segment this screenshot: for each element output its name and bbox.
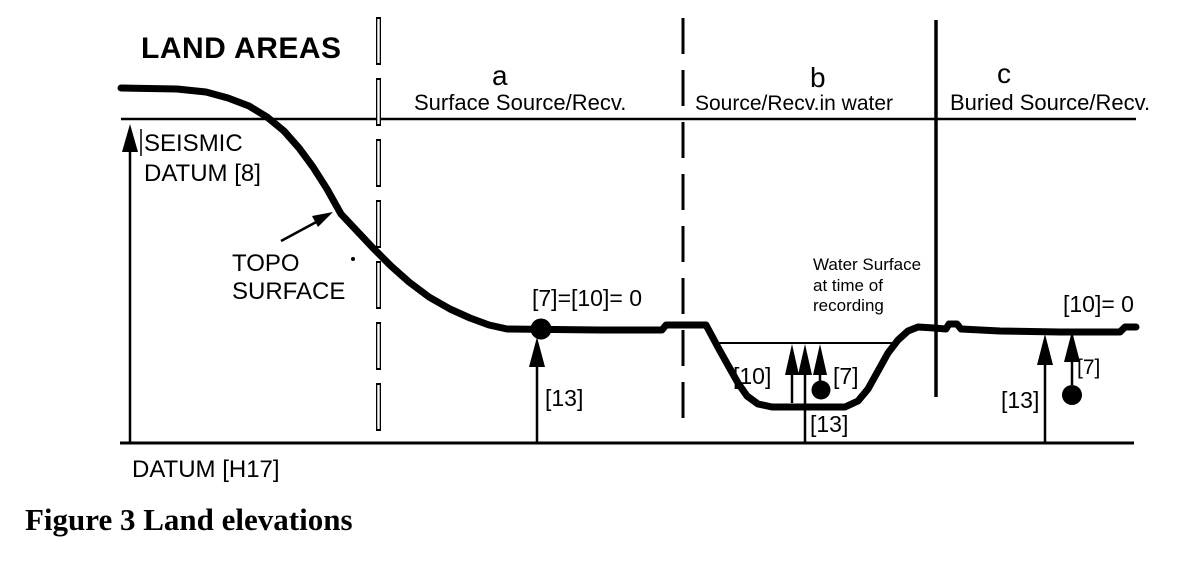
annotation-b-source-depth: [7] (833, 363, 859, 389)
seismic-datum-arrowhead-icon (122, 124, 138, 152)
seismic-datum-arrow (122, 124, 138, 443)
source-receiver-point-b (811, 380, 831, 400)
source-receiver-point-c (1062, 385, 1082, 405)
elevation-arrow-b-13-head-icon (798, 344, 812, 375)
bottom-datum-label: DATUM [H17] (132, 456, 280, 483)
topo-surface-arrowhead-icon (312, 212, 333, 227)
topo-surface-label-line1: TOPO (232, 250, 300, 277)
diagram-title: LAND AREAS (141, 32, 342, 65)
elevation-arrow-a-13 (529, 337, 545, 443)
elevation-arrow-b-7-head-icon (813, 344, 827, 375)
annotation-b-water-depth: [10] (733, 363, 771, 389)
section-b-subtitle: Source/Recv.in water (695, 92, 893, 115)
annotation-c-surface-value: [10]= 0 (1063, 291, 1134, 317)
elevation-arrow-b-13 (798, 344, 812, 443)
topo-surface-label-line2: SURFACE (232, 278, 345, 305)
annotation-c-datum-height: [13] (1001, 387, 1039, 413)
topo-surface-line (117, 84, 1140, 411)
water-note-line1: Water Surface (813, 255, 921, 274)
topo-surface-arrow-shaft (280, 218, 321, 243)
elevation-arrow-c-7 (1064, 331, 1080, 385)
elevation-arrow-b-10 (785, 344, 799, 403)
section-b-letter: b (810, 62, 826, 93)
annotation-b-datum-height: [13] (810, 411, 848, 437)
topo-surface-arrow (280, 212, 333, 243)
elevation-arrow-b-7 (813, 344, 827, 382)
elevation-arrow-c-13-head-icon (1037, 334, 1053, 365)
elevation-arrow-a-13-head-icon (529, 337, 545, 367)
annotation-a-surface-point: [7]=[10]= 0 (532, 285, 642, 311)
section-c-letter: c (997, 58, 1011, 89)
water-note-line3: recording (813, 296, 884, 315)
section-c-subtitle: Buried Source/Recv. (950, 90, 1150, 115)
section-a-subtitle: Surface Source/Recv. (414, 90, 626, 115)
seismic-datum-label-line2: DATUM [8] (144, 160, 261, 187)
annotation-a-datum-height: [13] (545, 385, 583, 411)
elevation-arrow-c-13 (1037, 334, 1053, 443)
elevation-arrow-b-10-head-icon (785, 344, 799, 375)
elevation-arrow-c-7-head-icon (1064, 331, 1080, 362)
source-receiver-point-a (530, 318, 552, 340)
section-a-letter: a (492, 60, 508, 91)
annotation-c-source-depth: [7] (1077, 356, 1100, 379)
figure-caption: Figure 3 Land elevations (25, 502, 353, 537)
stray-mark-dot (351, 257, 355, 261)
water-note-line2: at time of (813, 276, 883, 295)
seismic-datum-label-line1: SEISMIC (144, 130, 243, 157)
